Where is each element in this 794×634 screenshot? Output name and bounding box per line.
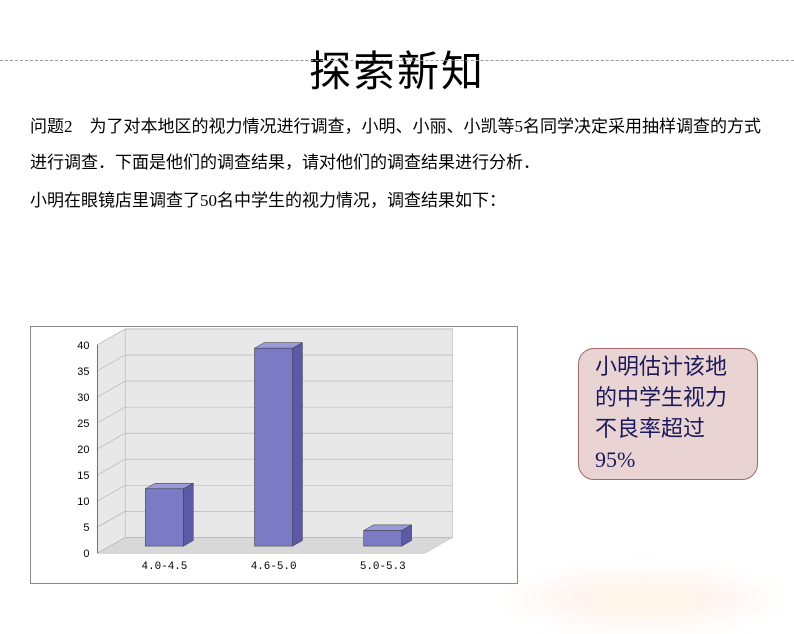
svg-text:25: 25 xyxy=(77,418,89,430)
svg-text:30: 30 xyxy=(77,392,89,404)
top-dashed-rule xyxy=(0,60,794,61)
svg-text:5.0-5.3: 5.0-5.3 xyxy=(360,561,406,573)
svg-text:10: 10 xyxy=(77,496,89,508)
chart-svg: 0 5 10 15 20 25 30 35 40 4.0-4.5 4.6-5.0 5.0-5.3 xyxy=(31,327,517,583)
page-title: 探索新知 xyxy=(0,38,794,99)
svg-text:4.0-4.5: 4.0-4.5 xyxy=(142,561,188,573)
svg-text:20: 20 xyxy=(77,444,89,456)
background-decor xyxy=(494,564,794,634)
chart-caption: 小明在眼镜店里调查了50名中学生的视力情况，调查结果如下： xyxy=(0,186,794,211)
problem-text: 问题2 为了对本地区的视力情况进行调查，小明、小丽、小凯等5名同学决定采用抽样调… xyxy=(0,109,794,180)
svg-text:4.6-5.0: 4.6-5.0 xyxy=(251,561,297,573)
svg-text:5: 5 xyxy=(83,522,89,534)
svg-text:0: 0 xyxy=(83,548,89,560)
callout-bubble: 小明估计该地的中学生视力不良率超过95% xyxy=(578,348,758,480)
vision-chart: 0 5 10 15 20 25 30 35 40 4.0-4.5 4.6-5.0 5.0-5.3 xyxy=(30,326,518,584)
callout-text: 小明估计该地的中学生视力不良率超过95% xyxy=(595,352,741,475)
svg-text:15: 15 xyxy=(77,470,89,482)
svg-text:35: 35 xyxy=(77,366,89,378)
svg-text:40: 40 xyxy=(77,340,89,352)
